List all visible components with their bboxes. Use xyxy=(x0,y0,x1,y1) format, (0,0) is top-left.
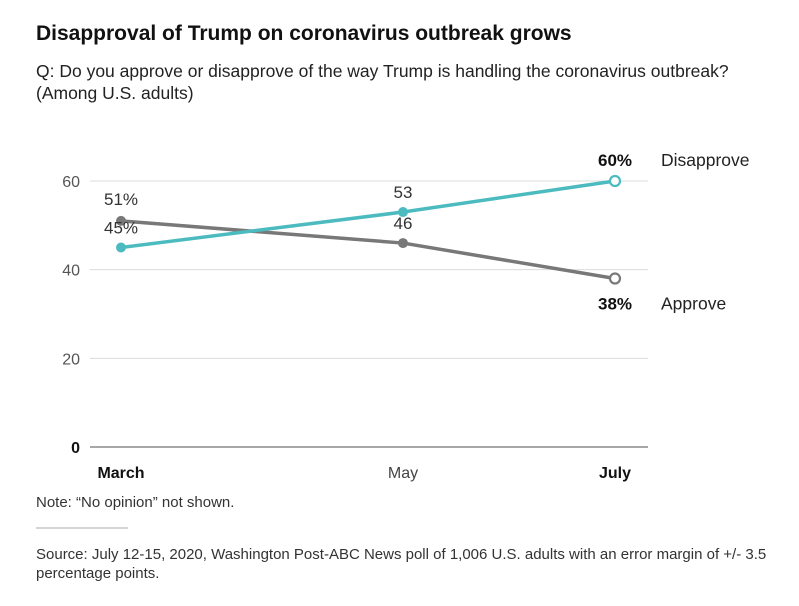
gridlines xyxy=(90,180,648,448)
series-points xyxy=(116,174,622,285)
y-tick-label: 40 xyxy=(62,263,80,280)
series-line-disapprove xyxy=(120,179,616,250)
chart-title: Disapproval of Trump on coronavirus outb… xyxy=(36,22,572,45)
chart-note: Note: “No opinion” not shown. xyxy=(36,494,235,511)
data-labels: 51% 45% 53 46 60% 38% Disapprove Approve xyxy=(104,150,750,314)
y-tick-label: 0 xyxy=(71,440,80,457)
data-point-approve xyxy=(398,238,408,249)
data-label-disapprove: 45% xyxy=(104,219,138,238)
x-axis: March May July xyxy=(97,465,631,482)
x-tick-label: July xyxy=(599,465,631,482)
data-point-disapprove xyxy=(608,174,622,188)
data-point-disapprove xyxy=(116,242,126,253)
legend-label-approve: Approve xyxy=(661,294,726,314)
data-point-disapprove xyxy=(398,207,408,218)
data-label-approve: 46 xyxy=(394,214,413,233)
data-point-approve xyxy=(608,272,622,285)
y-axis: 0 20 40 60 xyxy=(62,174,80,457)
legend-label-disapprove: Disapprove xyxy=(661,150,750,170)
data-label-approve: 38% xyxy=(598,295,632,314)
x-tick-label: March xyxy=(97,465,144,482)
chart-source: Source: July 12-15, 2020, Washington Pos… xyxy=(36,546,767,582)
x-tick-label: May xyxy=(388,465,418,482)
line-chart: 0 20 40 60 March May July 51% 45% 53 46 60% 38% Dis… xyxy=(62,150,750,482)
data-label-disapprove: 53 xyxy=(394,183,413,202)
y-tick-label: 20 xyxy=(62,351,80,368)
data-label-disapprove: 60% xyxy=(598,151,632,170)
series-lines xyxy=(120,179,616,281)
data-point-approve xyxy=(116,215,126,226)
data-label-approve: 51% xyxy=(104,190,138,209)
y-tick-label: 60 xyxy=(62,174,80,191)
divider xyxy=(36,527,128,529)
chart-subtitle: Q: Do you approve or disapprove of the w… xyxy=(36,61,729,103)
